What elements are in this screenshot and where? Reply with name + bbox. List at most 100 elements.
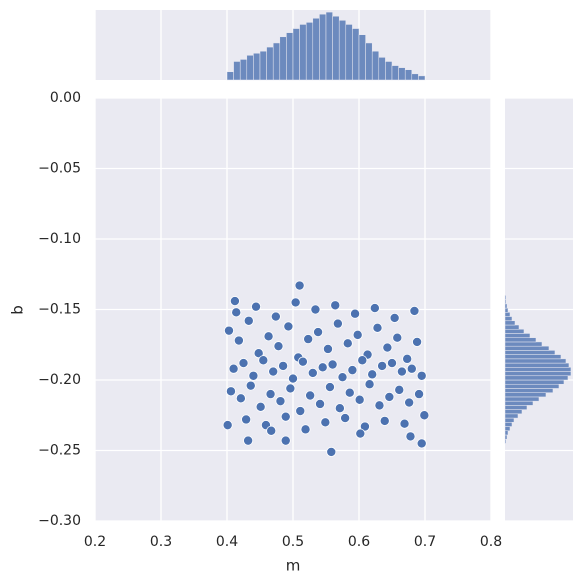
histogram-bar	[371, 50, 380, 81]
y-tick-label: −0.30	[38, 513, 81, 529]
point	[268, 366, 279, 377]
histogram-bar	[504, 375, 569, 381]
point	[416, 438, 427, 449]
point	[406, 363, 417, 374]
histogram-bar	[504, 299, 507, 305]
y-tick-label: −0.15	[38, 302, 81, 318]
histogram-bar	[504, 307, 509, 313]
point	[377, 360, 388, 371]
point	[389, 312, 400, 323]
y-tick-label: 0.00	[50, 90, 81, 106]
histogram-bar	[345, 24, 353, 81]
point	[340, 413, 351, 424]
point	[258, 355, 269, 366]
histogram-bar	[305, 22, 314, 81]
histogram-bar	[504, 422, 513, 427]
point	[359, 421, 370, 432]
point	[414, 389, 425, 400]
point	[283, 321, 294, 332]
point	[231, 307, 242, 318]
histogram-bar	[504, 430, 509, 436]
point	[402, 353, 413, 364]
histogram-bar	[504, 405, 528, 410]
histogram-bar	[504, 333, 531, 338]
histogram-bar	[253, 53, 261, 81]
histogram-bar	[504, 371, 572, 377]
point	[352, 329, 363, 340]
point	[278, 360, 289, 371]
point	[357, 355, 368, 366]
point	[384, 391, 395, 402]
histogram-bar	[259, 50, 267, 81]
point	[372, 322, 383, 333]
point	[233, 335, 244, 346]
point	[228, 363, 239, 374]
point	[248, 370, 259, 381]
histogram-bar	[504, 337, 537, 343]
point	[379, 415, 390, 426]
histogram-bar	[504, 413, 519, 419]
histogram-bar	[504, 383, 560, 389]
histogram-bar	[266, 46, 274, 81]
point	[290, 297, 301, 308]
histogram-bar	[385, 61, 393, 81]
point	[245, 380, 256, 391]
point	[225, 386, 236, 397]
point	[369, 303, 380, 314]
histogram-bar	[319, 13, 327, 81]
y-tick-label: −0.05	[38, 161, 81, 177]
point	[409, 305, 420, 316]
histogram-bar	[312, 18, 320, 81]
histogram-bar	[292, 28, 300, 81]
histogram-bar	[504, 303, 508, 309]
y-tick-label: −0.10	[38, 231, 81, 247]
point	[350, 308, 361, 319]
point	[280, 435, 291, 446]
histogram-bar	[504, 379, 565, 385]
histogram-bar	[272, 42, 281, 81]
point	[300, 424, 311, 435]
histogram-bar	[504, 388, 554, 393]
histogram-bar	[411, 73, 419, 81]
histogram-bar	[352, 28, 360, 81]
point	[322, 343, 333, 354]
histogram-bar	[286, 32, 294, 81]
point	[320, 417, 331, 428]
histogram-bar	[504, 438, 507, 444]
histogram-bar	[504, 426, 511, 432]
histogram-bar	[504, 328, 525, 334]
histogram-bar	[338, 20, 347, 81]
point	[270, 311, 281, 322]
point	[273, 341, 284, 352]
histogram-bar	[504, 324, 520, 330]
point	[222, 420, 233, 431]
x-tick-label: 0.3	[150, 534, 172, 550]
histogram-bar	[504, 396, 540, 402]
histogram-bar	[404, 69, 413, 81]
point	[382, 342, 393, 353]
histogram-bar	[279, 36, 287, 81]
point	[396, 366, 407, 377]
point	[229, 296, 240, 307]
histogram-bar	[299, 24, 307, 81]
histogram-bar	[504, 358, 567, 364]
point	[294, 280, 305, 291]
histogram-bar	[398, 67, 406, 81]
histogram-bar	[504, 350, 556, 355]
point	[324, 382, 335, 393]
point	[364, 379, 375, 390]
x-tick-label: 0.6	[348, 534, 370, 550]
point	[399, 418, 410, 429]
y-axis-label: b	[9, 305, 27, 315]
x-tick-label: 0.8	[480, 534, 502, 550]
point	[275, 396, 286, 407]
histogram-bar	[391, 65, 399, 81]
point	[374, 400, 385, 411]
point	[243, 435, 254, 446]
histogram-bar	[504, 417, 515, 423]
point	[330, 300, 341, 311]
histogram-bar	[504, 434, 508, 440]
point	[392, 332, 403, 343]
point	[355, 428, 366, 439]
